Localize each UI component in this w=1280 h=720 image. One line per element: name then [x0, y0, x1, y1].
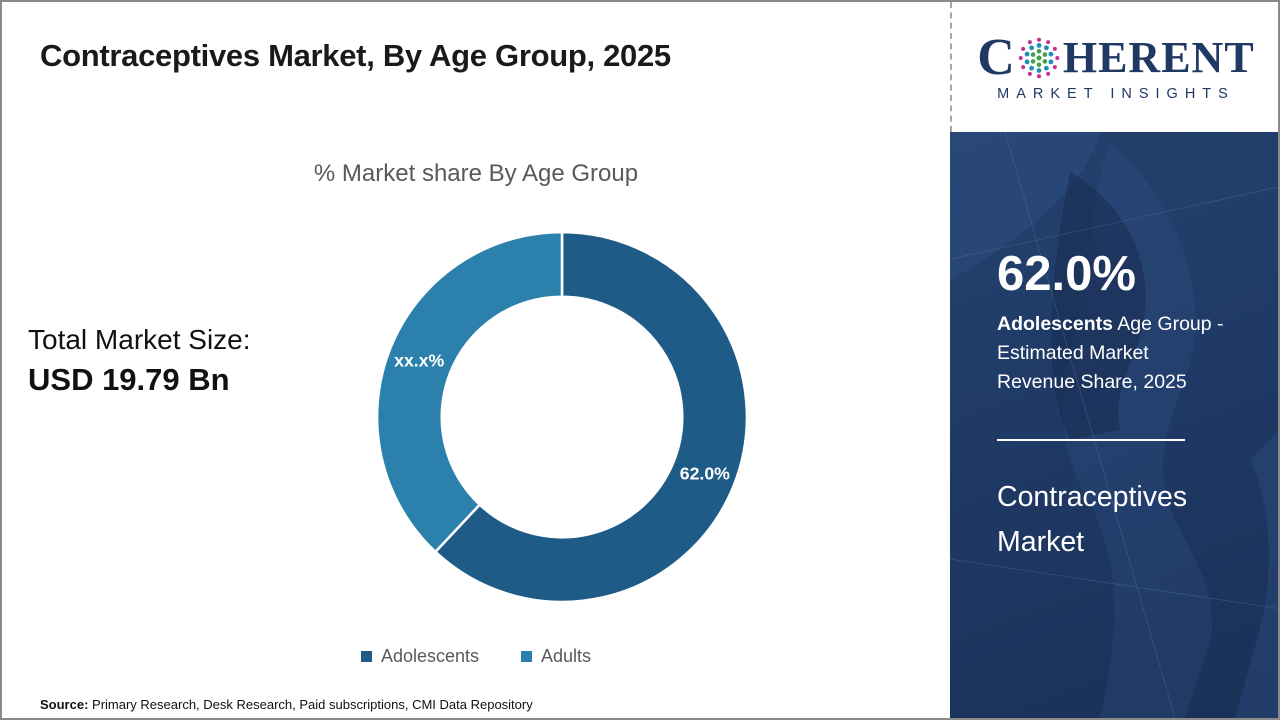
legend-item-adults: Adults [521, 646, 591, 667]
sidebar-divider [997, 438, 1185, 441]
legend-label-adolescents: Adolescents [380, 646, 480, 666]
dotted-globe-icon [1018, 37, 1060, 79]
logo-brand-rest: HERENT [1062, 33, 1255, 82]
sidebar-description-rest: Age Group - Estimated Market Revenue Sha… [997, 312, 1224, 393]
sidebar-headline-value: 62.0% [997, 247, 1136, 301]
sidebar: 62.0% Adolescents Age Group - Estimated … [950, 132, 1278, 718]
donut-value-label-adolescents: 62.0% [680, 464, 730, 484]
source-text: Primary Research, Desk Research, Paid su… [88, 697, 533, 712]
right-panel: C HERENT MARKET INSIGHTS [950, 2, 1278, 718]
legend-swatch-adolescents [360, 651, 372, 662]
donut-segment-adults [375, 230, 564, 554]
legend-swatch-adults [521, 651, 533, 662]
donut-chart-svg: 62.0% xx.x% [375, 230, 749, 604]
sidebar-description: Adolescents Age Group - Estimated Market… [997, 310, 1231, 397]
main-content: Contraceptives Market, By Age Group, 202… [2, 2, 950, 718]
legend-label-adults: Adults [541, 646, 592, 666]
donut-value-label-adults: xx.x% [394, 351, 444, 371]
sidebar-description-segment: Adolescents [997, 312, 1113, 335]
chart-title: % Market share By Age Group [313, 160, 639, 187]
logo-area: C HERENT MARKET INSIGHTS [950, 2, 1278, 132]
world-map-texture [950, 132, 1278, 718]
sidebar-market-name: Contraceptives Market [997, 480, 1188, 558]
donut-segment-adolescents [433, 230, 749, 604]
chart-legend: Adolescents Adults [2, 646, 950, 667]
logo-subtitle: MARKET INSIGHTS [997, 86, 1235, 102]
logo-letter-c: C [977, 29, 1015, 86]
source-line: Source: Primary Research, Desk Research,… [40, 697, 533, 712]
source-label: Source: [40, 697, 89, 712]
donut-chart: 62.0% xx.x% [370, 225, 754, 609]
coherent-logo: C HERENT [977, 32, 1254, 84]
total-market-size-label: Total Market Size: [28, 324, 251, 355]
total-market-size-value: USD 19.79 Bn [28, 362, 230, 397]
page-title: Contraceptives Market, By Age Group, 202… [40, 38, 671, 73]
total-market-size: Total Market Size: USD 19.79 Bn [28, 324, 251, 398]
legend-item-adolescents: Adolescents [360, 646, 480, 667]
